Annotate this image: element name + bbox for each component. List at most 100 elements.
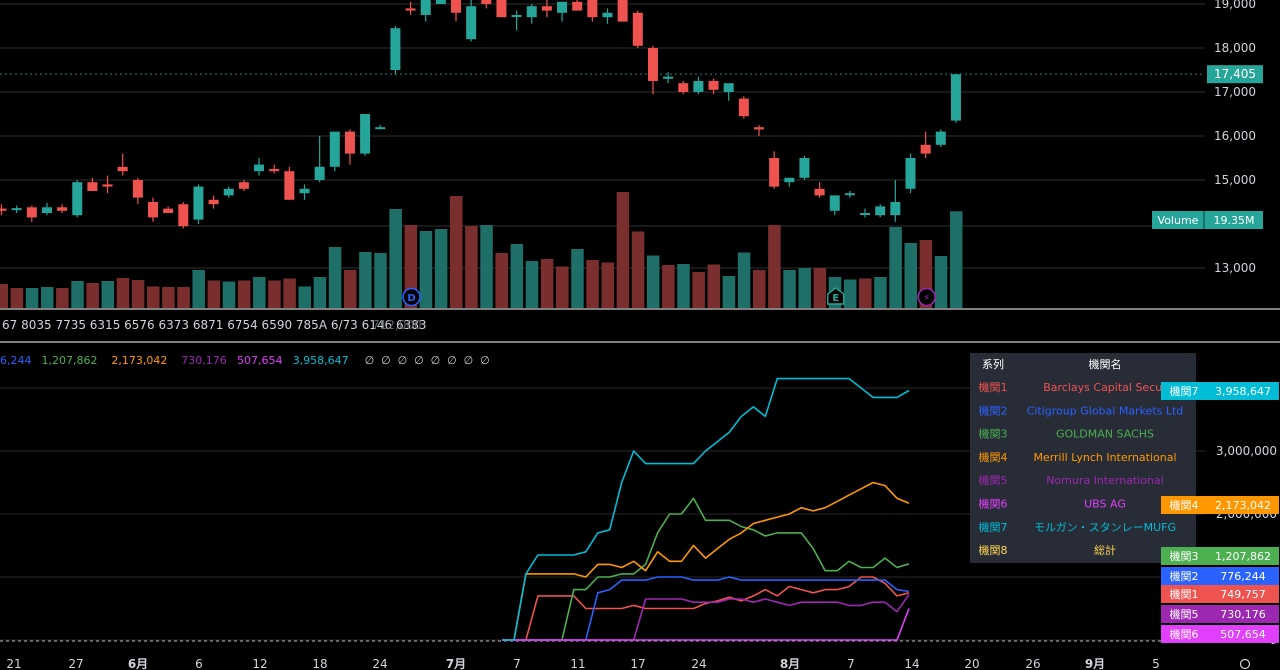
candle-up [829, 195, 840, 211]
volume-bar [510, 244, 524, 308]
series-tag-bg [1161, 382, 1207, 400]
candle-down [769, 158, 780, 187]
time-tick-label: 24 [691, 657, 706, 670]
dividend-marker-icon[interactable] [402, 287, 421, 307]
candle-down [647, 48, 658, 81]
candle-down [344, 131, 355, 154]
candle-down [148, 202, 158, 218]
split-marker-icon[interactable] [917, 287, 936, 307]
series-tag-bg [1161, 496, 1207, 514]
time-tick-label: 14 [904, 657, 919, 670]
legend-series: 機関3 [979, 427, 1008, 441]
time-tick-label: 11 [570, 657, 585, 670]
candle-down [163, 208, 174, 213]
candle-up [784, 177, 795, 183]
candle-down [284, 171, 295, 200]
volume-bar [556, 266, 569, 308]
price-tick-label: 13,000 [1214, 261, 1256, 275]
volume-bar [646, 255, 660, 308]
series-line-機関6 [502, 608, 910, 641]
volume-bar [586, 260, 599, 308]
header-value: 2,173,042 [111, 354, 167, 367]
last-price-label: 17,405 [1214, 67, 1256, 81]
time-tick-label: 8月 [780, 657, 800, 670]
settings-gear-icon[interactable] [1239, 658, 1251, 670]
header-zero-mark: ∅ [464, 354, 474, 367]
candle-up [420, 0, 431, 15]
candle-up [72, 182, 83, 216]
candle-down [178, 204, 189, 227]
volume-bar [737, 252, 751, 308]
candle-down [587, 0, 598, 18]
candle-up [526, 6, 537, 18]
time-tick-label: 20 [964, 657, 979, 670]
candle-up [860, 213, 871, 215]
candle-up [329, 131, 340, 167]
volume-bar [283, 278, 296, 308]
candle-down [481, 0, 492, 5]
volume-bar [677, 264, 690, 308]
volume-bar [222, 281, 236, 308]
legend-series: 機関2 [979, 403, 1008, 417]
legend-name: GOLDMAN SACHS [1056, 428, 1154, 441]
volume-bar [25, 288, 39, 308]
series-value-bg [1207, 547, 1279, 565]
series-value-bg [1207, 585, 1279, 603]
time-tick-label: 17 [630, 657, 645, 670]
volume-bar [859, 278, 872, 308]
candle-down [26, 207, 37, 218]
volume-bar [147, 286, 160, 308]
volume-bar [540, 259, 554, 308]
series-value-bg [1207, 382, 1279, 400]
legend-name: モルガン・スタンレーMUFG [1034, 521, 1176, 534]
candle-down [269, 169, 280, 172]
series-tag-value: 730,176 [1220, 608, 1266, 621]
volume-bar [343, 270, 357, 308]
series-tag-name: 機関7 [1170, 384, 1199, 398]
marker-label: E [832, 293, 839, 304]
volume-bar [359, 252, 372, 308]
volume-bar [783, 270, 796, 308]
volume-badge-name: Volume [1158, 214, 1199, 227]
volume-bar [389, 209, 402, 308]
volume-row-text: 67 8035 7735 6315 6576 6373 6871 6754 65… [2, 318, 427, 332]
price-tick-label: 17,000 [1214, 85, 1256, 99]
series-tag-bg [1161, 625, 1207, 643]
volume-bar [374, 253, 387, 308]
price-axis[interactable]: 19,000 18,000 17,000 16,000 15,000 13,000 17,4… [1152, 0, 1263, 275]
earnings-marker-icon[interactable] [827, 287, 845, 305]
event-markers[interactable]: D E ⚡ [402, 287, 936, 307]
legend-name: Citigroup Global Markets Ltd [1027, 404, 1184, 417]
candle-down [738, 98, 749, 117]
series-tag-value: 3,958,647 [1215, 385, 1271, 398]
candle-up [723, 83, 734, 92]
series-tag-bg [1161, 547, 1207, 565]
price-tick-label: 19,000 [1214, 0, 1256, 11]
volume-bar [116, 278, 130, 308]
series-tag-name: 機関2 [1170, 569, 1199, 583]
legend-series: 機関5 [979, 473, 1008, 487]
candle-up [905, 158, 916, 189]
candle-up [511, 15, 522, 17]
series-tag-bg [1161, 585, 1207, 603]
candle-up [360, 114, 371, 154]
candle-up [890, 202, 901, 216]
volume-bar [162, 287, 175, 308]
candle-up [435, 0, 446, 5]
candle-up [693, 81, 704, 92]
series-tag-value: 749,757 [1220, 588, 1266, 601]
candle-up [375, 127, 386, 130]
volume-bar [313, 277, 327, 308]
header-value: 730,176 [181, 354, 227, 367]
candle-up [950, 74, 961, 121]
series-value-bg [1207, 567, 1279, 585]
header-zero-mark: ∅ [414, 354, 424, 367]
series-line-機関3 [502, 497, 910, 641]
time-axis[interactable]: 21 27 6月 6 12 18 24 7月 7 11 17 24 8月 7 14 20 26 9月 5 [6, 657, 1251, 670]
legend-name: Merrill Lynch International [1033, 451, 1176, 464]
candle-down [678, 83, 689, 92]
candle-up [844, 193, 855, 196]
time-tick-label: 27 [68, 657, 83, 670]
